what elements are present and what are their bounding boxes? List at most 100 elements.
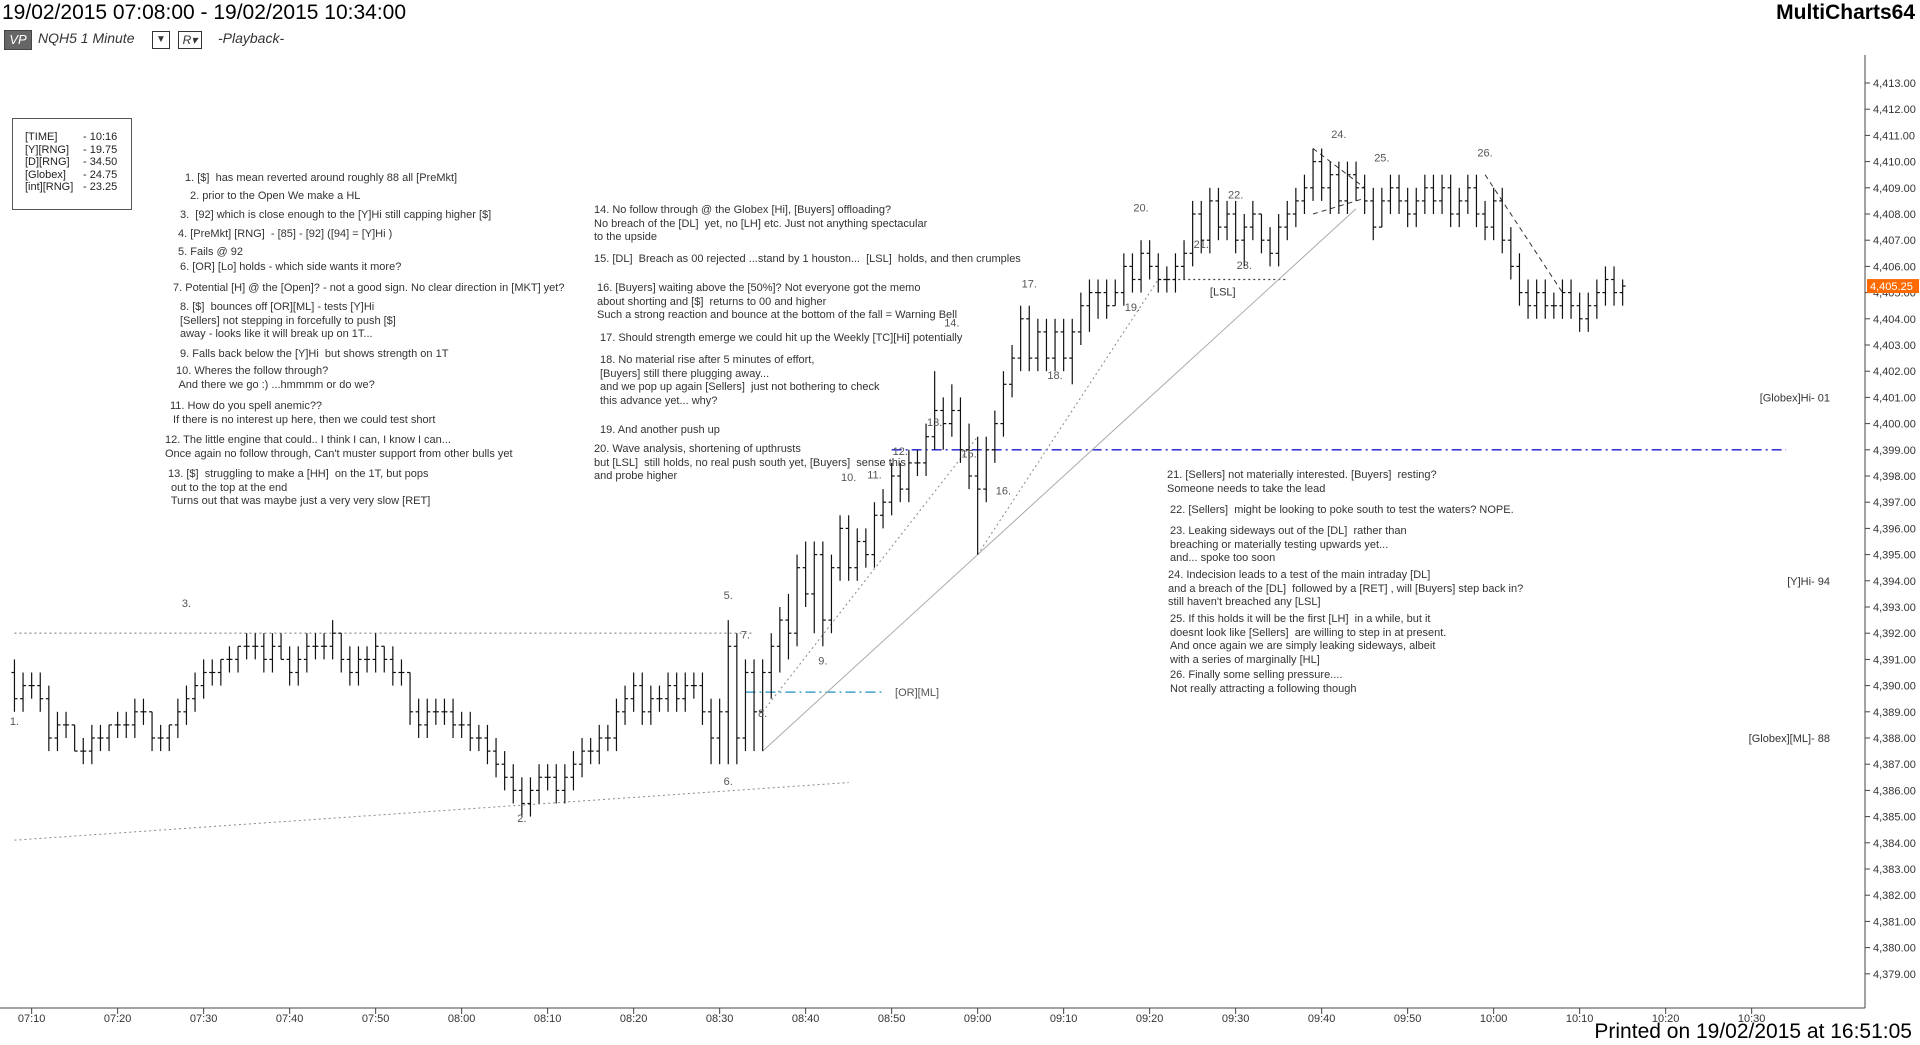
ohlc-bar: [682, 672, 689, 712]
ohlc-bar: [622, 685, 629, 725]
info-value: - 23.25: [83, 181, 118, 193]
last-price-marker: [1867, 279, 1919, 294]
ohlc-bar: [106, 724, 113, 752]
y-tick-label: 4,400.00: [1873, 419, 1916, 431]
x-tick-label: 10:30: [1738, 1013, 1766, 1025]
ohlc-bar: [1456, 187, 1463, 228]
ohlc-bar: [561, 764, 568, 804]
ohlc-bar: [1129, 253, 1136, 293]
info-row: [Y][RNG] - 19.75: [25, 144, 117, 156]
info-row: [D][RNG] - 34.50: [25, 156, 117, 168]
info-value: - 10:16: [83, 131, 118, 143]
ohlc-bar: [1052, 318, 1059, 372]
bar-number-label: 11.: [867, 470, 881, 482]
ohlc-bar: [983, 436, 990, 503]
annotation-note: 5. Fails @ 92: [178, 246, 243, 258]
ohlc-bar: [811, 541, 818, 634]
bar-number-label: 12.: [893, 446, 908, 458]
ohlc-bar: [20, 672, 27, 712]
bar-number-label: 9.: [818, 656, 827, 668]
ohlc-bar: [905, 449, 912, 503]
ohlc-bar: [1482, 200, 1489, 241]
ohlc-bar: [192, 672, 199, 712]
ohlc-bar: [1516, 253, 1523, 306]
ohlc-bar: [1026, 305, 1033, 372]
ohlc-bar: [200, 659, 207, 699]
annotation-note: 1. [$] has mean reverted around roughly …: [185, 172, 458, 184]
ohlc-bar: [54, 711, 61, 752]
ohlc-bar: [1241, 214, 1248, 267]
bar-number-label: 26.: [1477, 147, 1492, 159]
ohlc-bar: [1344, 161, 1351, 214]
ohlc-bar: [1413, 187, 1420, 228]
vp-button[interactable]: VP: [4, 30, 32, 50]
ohlc-bar: [1198, 200, 1205, 254]
ohlc-bar: [243, 633, 250, 660]
ohlc-bar: [639, 672, 646, 725]
ohlc-bar: [501, 751, 508, 791]
ohlc-bar: [553, 764, 560, 804]
level-label: [Globex]Hi- 01: [1760, 392, 1830, 404]
ohlc-bar: [1559, 279, 1566, 319]
ohlc-bar: [1086, 279, 1093, 332]
ohlc-bar: [71, 724, 78, 752]
ohlc-bar: [372, 633, 379, 673]
ohlc-bar: [1181, 240, 1188, 280]
ohlc-bar: [828, 554, 835, 634]
annotation-note: 7. Potential [H] @ the [Open]? - not a g…: [173, 282, 565, 294]
ohlc-bar: [604, 724, 611, 752]
annotation-note: 26. Finally some selling pressure.... No…: [1170, 669, 1357, 695]
ohlc-bar: [974, 436, 981, 555]
ohlc-bar: [1473, 174, 1480, 228]
trendline: [1484, 174, 1563, 293]
ohlc-bar: [312, 633, 319, 660]
ohlc-bar: [329, 620, 336, 660]
ohlc-bar: [131, 698, 138, 738]
annotation-note: 18. No material rise after 5 minutes of …: [600, 354, 880, 407]
x-tick-label: 08:00: [448, 1013, 476, 1025]
app-brand: MultiCharts64: [1776, 1, 1915, 24]
chevron-down-icon[interactable]: ▼: [152, 31, 170, 49]
y-tick-label: 4,409.00: [1873, 183, 1916, 195]
ohlc-bar: [1060, 318, 1067, 372]
y-tick-label: 4,410.00: [1873, 157, 1916, 169]
ohlc-bar: [733, 633, 740, 765]
x-tick-label: 07:50: [362, 1013, 390, 1025]
ohlc-bar: [1189, 200, 1196, 267]
ohlc-bar: [1421, 174, 1428, 214]
bar-number-label: 13.: [927, 417, 942, 429]
ohlc-bar: [880, 489, 887, 529]
ohlc-bar: [536, 764, 543, 804]
ohlc-bar: [1163, 266, 1170, 293]
ohlc-bar: [1232, 200, 1239, 254]
print-footer: Printed on 19/02/2015 at 16:51:05: [1594, 1020, 1912, 1043]
ohlc-bar: [1447, 174, 1454, 228]
x-tick-label: 08:40: [792, 1013, 820, 1025]
r-button[interactable]: R▾: [178, 31, 202, 49]
ohlc-bar: [1069, 318, 1076, 385]
x-tick-label: 08:50: [878, 1013, 906, 1025]
ohlc-bar: [1284, 200, 1291, 241]
annotation-note: 15. [DL] Breach as 00 rejected ...stand …: [594, 253, 1021, 265]
ohlc-bar: [209, 659, 216, 686]
bar-number-label: 3.: [182, 598, 191, 610]
info-value: - 34.50: [83, 156, 118, 168]
ohlc-bar: [1009, 345, 1016, 398]
trendline: [762, 436, 979, 713]
y-tick-label: 4,380.00: [1873, 943, 1916, 955]
annotation-note: 9. Falls back below the [Y]Hi but shows …: [180, 348, 449, 360]
ohlc-bar: [957, 397, 964, 463]
bar-number-label: 22.: [1228, 189, 1243, 201]
annotation-note: 2. prior to the Open We make a HL: [190, 190, 361, 202]
level-label: [LSL]: [1210, 287, 1236, 299]
ohlc-bar: [1318, 148, 1325, 201]
y-tick-label: 4,404.00: [1873, 314, 1916, 326]
ohlc-bar: [613, 698, 620, 752]
symbol-label[interactable]: NQH5 1 Minute: [38, 30, 135, 46]
ohlc-bar: [966, 423, 973, 490]
ohlc-bar: [1464, 174, 1471, 214]
info-value: - 24.75: [83, 168, 118, 181]
annotation-note: 21. [Sellers] not materially interested.…: [1167, 469, 1437, 495]
y-tick-label: 4,406.00: [1873, 261, 1916, 273]
